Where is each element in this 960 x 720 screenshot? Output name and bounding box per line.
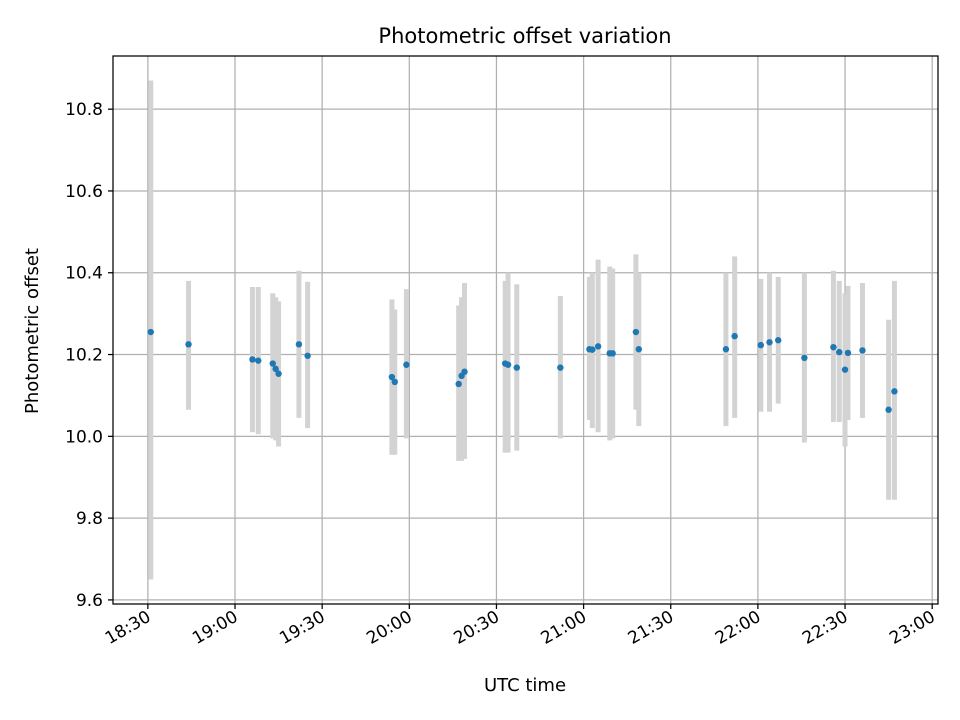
grid bbox=[113, 56, 938, 604]
data-point bbox=[304, 352, 311, 359]
data-point bbox=[844, 349, 852, 357]
y-tick-label: 9.6 bbox=[76, 591, 103, 611]
y-tick-label: 10.4 bbox=[65, 264, 103, 284]
data-point bbox=[147, 328, 154, 336]
chart-title: Photometric offset variation bbox=[378, 24, 671, 48]
data-point bbox=[891, 388, 898, 395]
data-point bbox=[589, 346, 596, 353]
y-axis-label: Photometric offset bbox=[22, 248, 43, 414]
data-point bbox=[295, 341, 303, 348]
y-tick-label: 10.2 bbox=[65, 346, 103, 366]
data-point bbox=[513, 364, 520, 371]
data-point bbox=[859, 347, 866, 354]
x-axis-label: UTC time bbox=[484, 675, 566, 696]
data-point bbox=[757, 341, 764, 349]
data-point bbox=[461, 368, 468, 375]
data-point bbox=[885, 406, 892, 413]
y-tick-label: 9.8 bbox=[76, 509, 103, 529]
data-point bbox=[722, 346, 730, 353]
data-point bbox=[504, 361, 512, 368]
data-point bbox=[766, 339, 773, 346]
data-point bbox=[272, 365, 279, 373]
data-point bbox=[269, 360, 276, 367]
data-point bbox=[609, 350, 616, 357]
data-point bbox=[255, 357, 262, 364]
data-point bbox=[801, 354, 808, 362]
data-point bbox=[455, 380, 462, 388]
plot-frame bbox=[112, 55, 939, 605]
y-tick-label: 10.8 bbox=[65, 100, 103, 120]
data-point bbox=[775, 337, 782, 344]
y-tick-label: 10.0 bbox=[65, 427, 103, 447]
data-points bbox=[147, 328, 898, 413]
data-point bbox=[841, 366, 849, 373]
data-point bbox=[185, 341, 192, 348]
data-point bbox=[557, 364, 564, 371]
data-point bbox=[403, 361, 410, 368]
data-point bbox=[635, 346, 642, 353]
data-point bbox=[731, 332, 738, 340]
data-point bbox=[594, 343, 602, 350]
data-point bbox=[249, 356, 256, 363]
y-tick-label: 10.6 bbox=[65, 182, 103, 202]
data-point bbox=[391, 378, 398, 386]
data-point bbox=[275, 370, 282, 377]
y-axis-ticks: 9.6 9.8 10.0 10.2 10.4 10.6 10.8 bbox=[65, 100, 113, 611]
data-point bbox=[830, 343, 837, 351]
data-point bbox=[388, 373, 396, 381]
data-point bbox=[632, 328, 640, 336]
data-point bbox=[836, 348, 843, 356]
